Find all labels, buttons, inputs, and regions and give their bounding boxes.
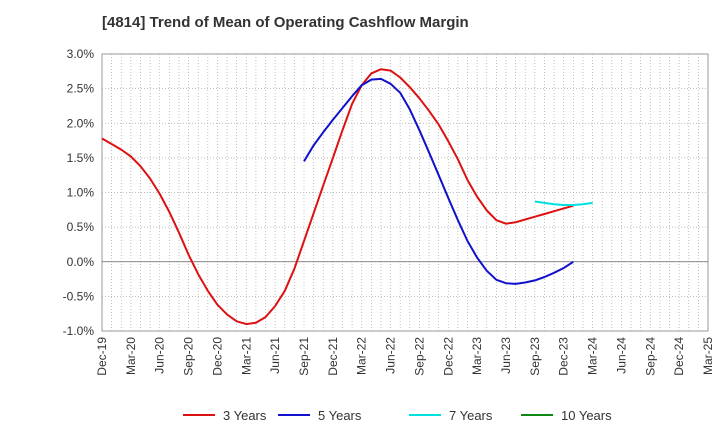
series-line-2 <box>534 200 593 206</box>
legend-label-3: 10 Years <box>561 408 612 423</box>
x-tick-label: Dec-22 <box>441 337 455 376</box>
x-tick-label: Mar-24 <box>586 337 600 375</box>
x-tick-label: Jun-24 <box>614 337 628 374</box>
x-tick-label: Sep-24 <box>643 337 657 376</box>
y-tick-label: 1.5% <box>67 151 95 165</box>
legend-label-0: 3 Years <box>223 408 267 423</box>
y-tick-label: 3.0% <box>67 47 95 61</box>
x-tick-label: Dec-19 <box>95 337 109 376</box>
x-tick-label: Jun-21 <box>268 337 282 374</box>
y-tick-label: 0.5% <box>67 220 95 234</box>
x-tick-label: Mar-22 <box>355 337 369 375</box>
x-tick-label: Jun-23 <box>499 337 513 374</box>
series-line-1 <box>303 77 574 285</box>
x-tick-label: Sep-21 <box>297 337 311 376</box>
series-line-0 <box>101 68 574 326</box>
x-tick-label: Mar-23 <box>470 337 484 375</box>
x-tick-label: Dec-23 <box>557 337 571 376</box>
x-tick-label: Sep-22 <box>412 337 426 376</box>
x-tick-label: Sep-20 <box>182 337 196 376</box>
x-tick-label: Mar-21 <box>239 337 253 375</box>
x-tick-label: Mar-25 <box>701 337 715 375</box>
y-tick-label: 1.0% <box>67 186 95 200</box>
x-tick-label: Dec-24 <box>672 337 686 376</box>
x-tick-label: Jun-22 <box>384 337 398 374</box>
x-tick-label: Dec-21 <box>326 337 340 376</box>
x-tick-label: Sep-23 <box>528 337 542 376</box>
y-tick-label: -1.0% <box>63 324 95 338</box>
y-tick-label: 2.0% <box>67 116 95 130</box>
legend-label-2: 7 Years <box>449 408 493 423</box>
x-tick-label: Dec-20 <box>210 337 224 376</box>
x-tick-label: Jun-20 <box>153 337 167 374</box>
y-tick-label: 2.5% <box>67 82 95 96</box>
chart-title: [4814] Trend of Mean of Operating Cashfl… <box>102 14 469 31</box>
y-tick-label: -0.5% <box>63 289 95 303</box>
x-tick-label: Mar-20 <box>124 337 138 375</box>
legend-label-1: 5 Years <box>318 408 362 423</box>
y-tick-label: 0.0% <box>67 255 95 269</box>
